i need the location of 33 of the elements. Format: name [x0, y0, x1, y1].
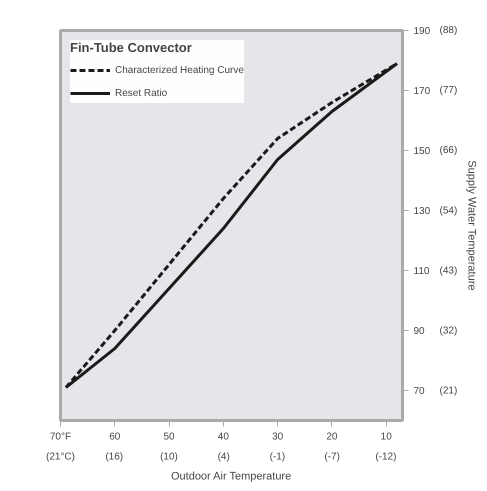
y2-tick-label: (54) — [440, 205, 458, 216]
x2-axis-title: Outdoor Air Temperature — [170, 470, 292, 482]
x-tick-label: 10 — [380, 432, 392, 442]
y2-tick-label: (88) — [440, 25, 458, 36]
y2-tick-label: (32) — [440, 325, 458, 336]
x2-tick-label: (10) — [160, 452, 178, 462]
y-tick-label: 190 — [414, 26, 431, 37]
y-tick-label: 110 — [414, 266, 430, 277]
y-tick-label: 130 — [414, 206, 431, 217]
y2-tick-label: (21) — [440, 385, 458, 396]
x2-tick-label: (4) — [218, 452, 230, 462]
y2-tick-label: (66) — [440, 144, 458, 156]
x2-tick-label: (21°C) — [46, 452, 76, 462]
x-tick-label: 30 — [272, 432, 284, 442]
x-tick-label: 70°F — [50, 432, 72, 442]
x-tick-label: 40 — [218, 432, 230, 442]
y-tick-label: 170 — [414, 86, 431, 97]
legend-label: Characterized Heating Curve — [115, 64, 244, 76]
x-tick-label: 20 — [326, 432, 338, 442]
x2-tick-label: (-12) — [375, 452, 396, 462]
x2-tick-label: (-1) — [270, 452, 286, 462]
x-tick-label: 60 — [109, 432, 121, 442]
y2-axis-title: Supply Water Temperature — [465, 160, 478, 291]
x2-tick-label: (16) — [105, 452, 124, 462]
y2-tick-label: (77) — [440, 84, 458, 96]
y-tick-label: 150 — [414, 146, 431, 157]
y-tick-label: 70 — [414, 386, 426, 397]
legend-title: Fin-Tube Convector — [70, 40, 193, 55]
x-tick-label: 50 — [164, 432, 176, 442]
y-tick-label: 90 — [414, 326, 426, 337]
x2-tick-label: (-7) — [324, 452, 340, 462]
y2-tick-label: (43) — [440, 265, 458, 276]
legend-label: Reset Ratio — [115, 88, 168, 98]
